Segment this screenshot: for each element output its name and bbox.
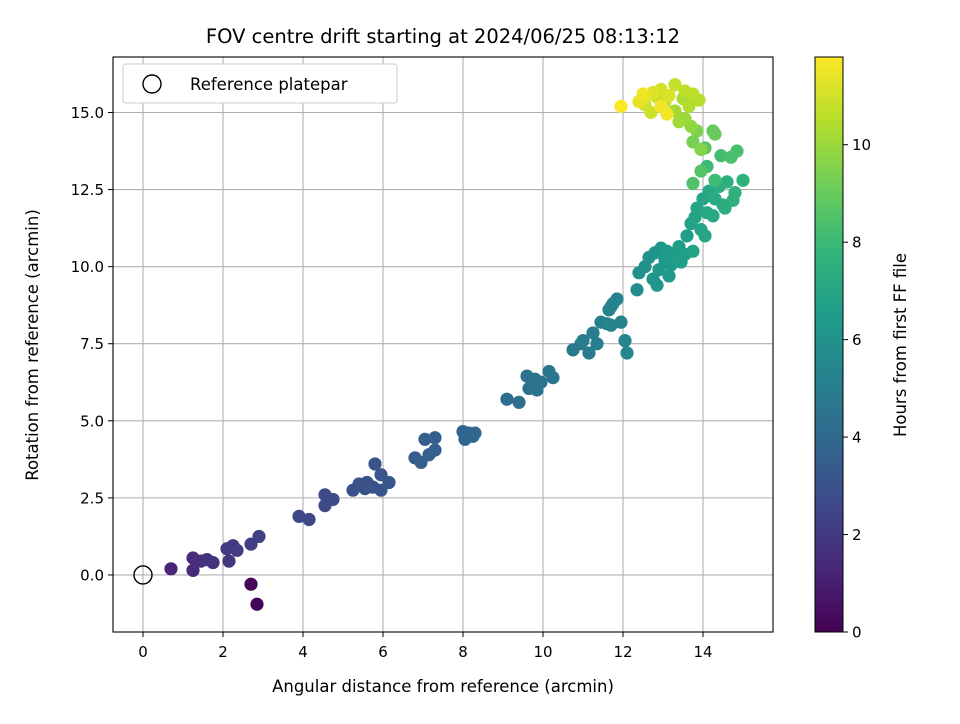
data-point xyxy=(186,563,200,577)
x-tick-label: 12 xyxy=(613,643,632,661)
data-point xyxy=(672,115,686,129)
data-point xyxy=(326,492,340,507)
data-point xyxy=(630,283,644,297)
data-point xyxy=(694,142,708,157)
y-axis-ticks: 0.0 2.5 5.0 7.5 10.0 12.5 15.0 xyxy=(71,104,113,584)
data-point xyxy=(244,577,258,591)
x-tick-label: 6 xyxy=(378,643,388,661)
legend-box xyxy=(122,63,398,104)
data-point xyxy=(618,334,632,348)
grid xyxy=(113,57,773,632)
data-point xyxy=(230,543,244,557)
data-point xyxy=(164,562,178,576)
data-point xyxy=(546,371,560,385)
data-point xyxy=(680,229,694,243)
y-tick-label: 15.0 xyxy=(71,104,104,122)
data-point xyxy=(590,337,604,351)
x-tick-label: 2 xyxy=(218,643,228,661)
data-point xyxy=(708,173,722,187)
data-point xyxy=(614,99,628,113)
data-point xyxy=(620,346,634,360)
data-point xyxy=(576,334,590,348)
x-tick-label: 8 xyxy=(458,643,468,661)
legend: Reference platepar xyxy=(122,63,398,104)
data-point xyxy=(512,395,526,409)
data-point xyxy=(728,186,742,200)
y-tick-label: 7.5 xyxy=(80,335,104,353)
colorbar-gradient xyxy=(814,56,844,633)
y-tick-label: 2.5 xyxy=(80,489,104,507)
x-tick-label: 4 xyxy=(298,643,308,661)
data-point xyxy=(614,315,628,329)
data-point xyxy=(610,292,624,306)
data-point xyxy=(382,475,396,490)
colorbar-tick-label: 6 xyxy=(852,331,862,349)
data-point xyxy=(636,87,650,101)
colorbar-tick-label: 8 xyxy=(852,234,862,252)
colorbar-tick-label: 2 xyxy=(852,526,862,544)
y-tick-label: 0.0 xyxy=(80,566,104,584)
data-point xyxy=(428,431,442,445)
data-point xyxy=(582,346,596,360)
data-point xyxy=(534,375,548,389)
chart-title: FOV centre drift starting at 2024/06/25 … xyxy=(206,25,680,48)
y-tick-label: 12.5 xyxy=(71,181,104,199)
colorbar-tick-label: 10 xyxy=(852,136,871,154)
data-point xyxy=(682,99,696,113)
y-tick-label: 5.0 xyxy=(80,412,104,430)
data-point xyxy=(662,88,676,103)
plot-frame xyxy=(112,56,774,633)
data-point xyxy=(418,432,432,446)
data-point xyxy=(252,529,266,544)
data-point xyxy=(662,269,676,283)
colorbar: 0 2 4 6 8 10 Hours from first FF file xyxy=(814,56,910,642)
data-point xyxy=(698,229,712,243)
data-point xyxy=(468,426,482,440)
data-point xyxy=(668,78,682,92)
data-point xyxy=(664,258,678,272)
legend-marker-icon xyxy=(142,74,162,94)
data-point xyxy=(302,512,316,527)
reference-platepar-marker xyxy=(133,565,153,585)
colorbar-tick-label: 4 xyxy=(852,429,862,447)
colorbar-label: Hours from first FF file xyxy=(891,253,910,437)
x-tick-label: 10 xyxy=(533,643,552,661)
data-point xyxy=(708,127,722,141)
data-point xyxy=(736,173,750,187)
data-point xyxy=(686,244,700,258)
x-tick-label: 0 xyxy=(138,643,148,661)
data-point xyxy=(694,164,708,178)
data-point xyxy=(604,318,618,332)
y-tick-label: 10.0 xyxy=(71,258,104,276)
data-point xyxy=(730,144,744,158)
data-point xyxy=(250,597,264,611)
x-axis-label: Angular distance from reference (arcmin) xyxy=(272,677,614,696)
x-axis-ticks: 0 2 4 6 8 10 12 14 xyxy=(138,632,713,661)
data-point xyxy=(686,176,700,191)
data-point xyxy=(706,209,720,223)
data-point xyxy=(720,175,734,189)
data-point xyxy=(222,554,236,568)
data-point xyxy=(714,149,728,163)
data-point xyxy=(368,457,382,471)
data-point xyxy=(678,84,692,98)
data-point xyxy=(586,326,600,340)
data-point xyxy=(660,107,674,121)
data-point xyxy=(206,556,220,570)
data-point xyxy=(650,278,664,292)
data-point xyxy=(292,509,306,523)
data-point xyxy=(428,443,442,457)
data-points xyxy=(164,78,750,611)
legend-label: Reference platepar xyxy=(190,75,348,94)
colorbar-tick-label: 0 xyxy=(852,624,862,642)
y-axis-label: Rotation from reference (arcmin) xyxy=(23,209,42,481)
x-tick-label: 14 xyxy=(693,643,712,661)
colorbar-ticks: 0 2 4 6 8 10 xyxy=(843,136,871,642)
data-point xyxy=(500,392,514,406)
